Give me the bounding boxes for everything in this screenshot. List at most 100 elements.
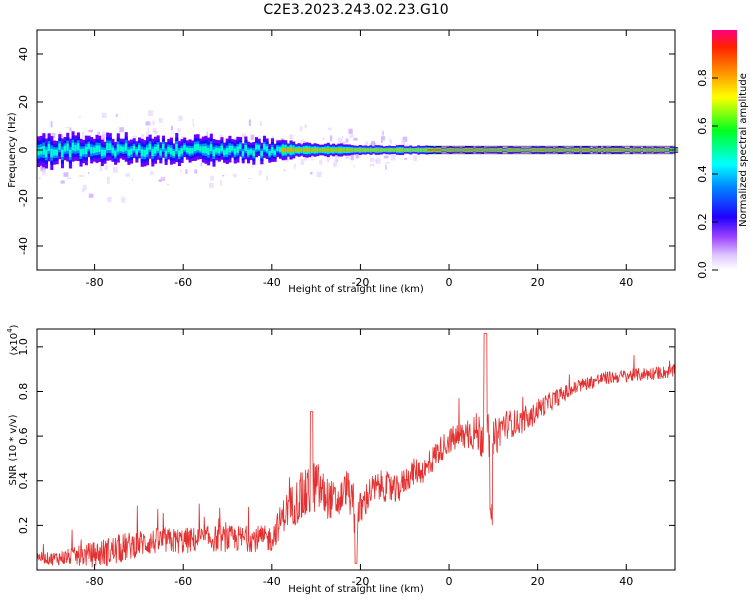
spectrogram-band-cell [342, 149, 346, 151]
spectrogram-band-cell [345, 148, 349, 152]
spectrogram-band-cell [504, 149, 508, 151]
spectrogram-band-cell [576, 149, 580, 151]
spectrogram-band-cell [427, 149, 431, 151]
spectrogram-haze-speck [194, 169, 198, 174]
spectrogram-band-cell [60, 149, 64, 158]
spectrogram-haze-speck [326, 158, 330, 163]
spectrogram-band-cell [661, 149, 665, 151]
colorbar-gradient [712, 30, 737, 270]
spectrogram-haze-speck [275, 139, 280, 142]
spectrogram-x-label: Height of straight line (km) [288, 284, 424, 295]
spectrogram-haze-speck [286, 157, 292, 160]
spectrogram-haze-speck [152, 128, 157, 133]
spectrogram-haze-speck [251, 163, 254, 168]
spectrogram-haze-speck [81, 188, 85, 193]
spectrogram-haze-speck [145, 121, 151, 126]
spectrogram-band-cell [675, 149, 679, 151]
spectrogram-band-cell [42, 146, 46, 155]
spectrogram-band-cell [379, 149, 383, 151]
spectrogram-band-cell [403, 149, 407, 151]
spectrogram-band-cell [435, 149, 439, 151]
spectrogram-band-cell [321, 149, 325, 151]
spectrogram-haze-speck [82, 184, 87, 191]
spectrogram-band-cell [247, 149, 251, 156]
spectrogram-band-cell [47, 143, 51, 151]
snr-y-tick-label: 0.4 [17, 472, 30, 490]
spectrogram-haze-speck [158, 117, 163, 124]
spectrogram-band-cell [223, 150, 227, 156]
snr-scale-multiplier: (x104) [6, 324, 20, 355]
spectrogram-band-cell [451, 149, 455, 151]
snr-y-label: SNR (10 * v/v) [8, 414, 19, 485]
spectrogram-haze-speck [152, 130, 157, 133]
spectrogram-band-cell [212, 149, 216, 157]
spectrogram-haze-speck [147, 127, 149, 132]
spectrogram-x-tick-label: 40 [619, 276, 633, 289]
spectrogram-haze-speck [216, 159, 218, 163]
spectrogram-x-tick-label: -80 [86, 276, 104, 289]
spectrogram-band-cell [98, 145, 102, 153]
spectrogram-band-cell [254, 144, 259, 150]
spectrogram-x-tick-label: -20 [351, 276, 369, 289]
spectrogram-haze-speck [322, 137, 325, 140]
spectrogram-band-cell [462, 149, 466, 151]
spectrogram-band-cell [382, 149, 386, 151]
snr-frame [36, 328, 676, 571]
spectrogram-band-cell [289, 148, 293, 152]
spectrogram-band-cell [52, 149, 57, 156]
spectrogram-haze-speck [121, 196, 126, 203]
spectrogram-band-cell [454, 149, 458, 151]
spectrogram-band-cell [148, 143, 152, 150]
spectrogram-band-cell [228, 145, 232, 153]
spectrogram-haze-speck [63, 172, 69, 177]
spectrogram-band-cell [563, 149, 567, 151]
colorbar-tick-label: 0.6 [696, 117, 709, 135]
spectrogram-band-cell [201, 146, 205, 153]
snr-panel: -80 -60 -40 -20 0 20 40 0.2 0.4 0.6 0.8 1.0 Height… [6, 324, 676, 595]
snr-x-tick-label: 40 [619, 575, 633, 588]
spectrogram-haze-speck [359, 153, 361, 158]
spectrogram-band-cell [337, 148, 341, 152]
spectrogram-band-cell [68, 149, 72, 158]
spectrogram-panel: -80 -60 -40 -20 0 20 40 -40 -20 0 20 40 Height of … [7, 29, 679, 295]
svg-text:(x104): (x104) [6, 324, 20, 355]
spectrogram-band-cell [550, 149, 554, 151]
spectrogram-band-cell [138, 145, 142, 151]
spectrogram-band-cell [619, 149, 623, 151]
spectrogram-haze-speck [382, 130, 384, 136]
spectrogram-haze-speck [385, 162, 390, 164]
spectrogram-haze-speck [316, 171, 322, 178]
spectrogram-haze-speck [113, 166, 118, 173]
spectrogram-band-cell [44, 149, 49, 158]
spectrogram-haze-speck [222, 174, 225, 177]
spectrogram-band-cell [597, 149, 601, 151]
spectrogram-haze-speck [219, 180, 222, 186]
colorbar-label: Normalized spectral amplitude [738, 73, 749, 227]
spectrogram-band-cell [579, 149, 583, 151]
spectrogram-haze-speck [381, 140, 383, 143]
spectrogram-band-cell [199, 146, 203, 152]
spectrogram-band-cell [555, 149, 559, 151]
spectrogram-band-cell [55, 149, 59, 156]
spectrogram-haze-speck [241, 133, 247, 139]
spectrogram-band-cell [159, 150, 163, 156]
spectrogram-band-cell [488, 149, 492, 151]
snr-x-tick-label: -60 [174, 575, 192, 588]
spectrogram-band-cell [406, 149, 410, 151]
spectrogram-haze-speck [293, 154, 298, 157]
spectrogram-band-cell [50, 148, 54, 158]
spectrogram-band-cell [356, 149, 360, 151]
spectrogram-band-cell [531, 149, 535, 151]
spectrogram-band-cell [127, 149, 131, 156]
spectrogram-band-cell [486, 149, 490, 151]
spectrogram-haze-speck [365, 141, 369, 147]
spectrogram-haze-speck [90, 130, 92, 136]
spectrogram-band-cell [425, 149, 429, 151]
spectrogram-band-cell [494, 149, 498, 151]
spectrogram-haze-speck [146, 131, 150, 138]
spectrogram-band-cell [233, 148, 237, 155]
spectrogram-band-cell [122, 146, 126, 152]
spectrogram-band-cell [177, 150, 181, 157]
spectrogram-band-cell [483, 149, 487, 151]
